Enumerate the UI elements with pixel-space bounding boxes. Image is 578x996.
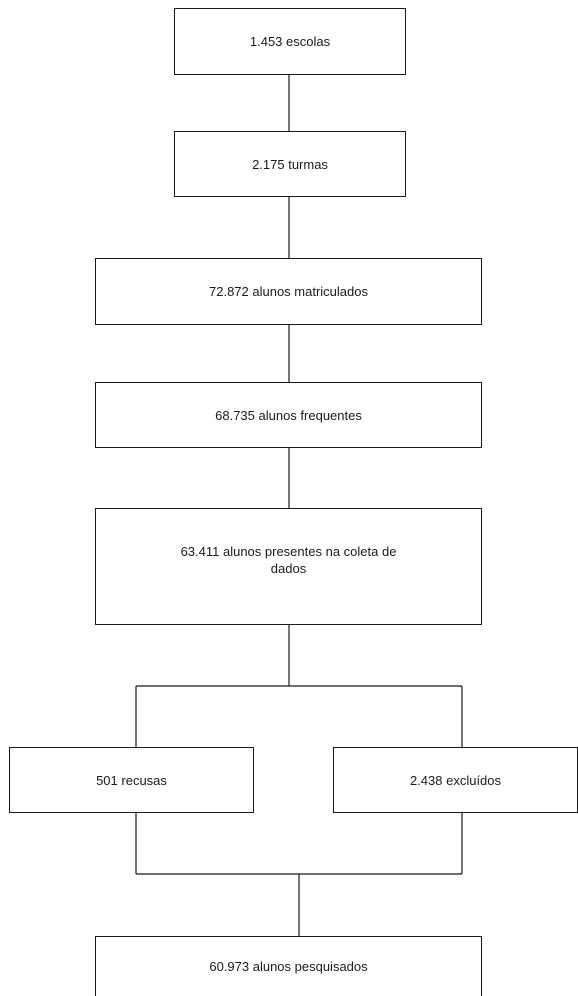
node-turmas-label: 2.175 turmas [252,156,328,172]
node-alunos-matriculados-label: 72.872 alunos matriculados [209,284,368,299]
node-excluidos-label: 2.438 excluídos [409,772,502,788]
node-alunos-pesquisados-label: 60.973 alunos pesquisados [209,959,368,974]
node-excluidos: 2.438 excluídos [333,747,578,813]
node-alunos-frequentes-label: 68.735 alunos frequentes [215,407,362,423]
node-escolas-label: 1.453 escolas [249,34,331,49]
node-recusas-label: 501 recusas [96,772,167,788]
node-alunos-matriculados: 72.872 alunos matriculados [95,258,482,325]
node-turmas: 2.175 turmas [174,131,406,197]
node-escolas: 1.453 escolas [174,8,406,75]
node-alunos-pesquisados: 60.973 alunos pesquisados [95,936,482,996]
node-alunos-frequentes: 68.735 alunos frequentes [95,382,482,448]
node-alunos-presentes-label: 63.411 alunos presentes na coleta de dad… [180,543,397,576]
node-alunos-presentes: 63.411 alunos presentes na coleta de dad… [95,508,482,625]
node-recusas: 501 recusas [9,747,254,813]
